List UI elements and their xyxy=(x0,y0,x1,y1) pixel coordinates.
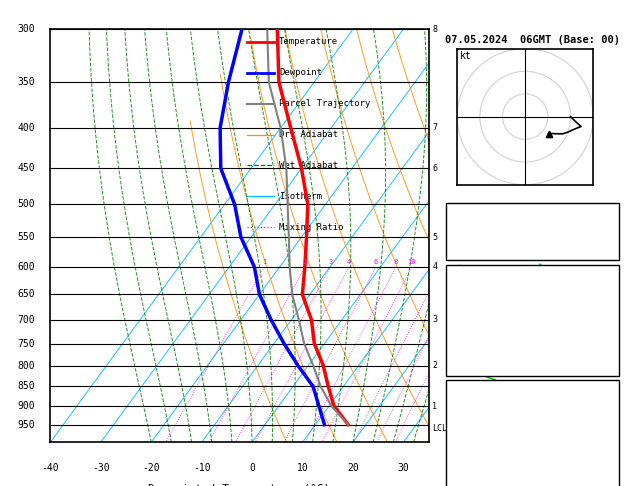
Text: Wet Adiabat: Wet Adiabat xyxy=(279,161,338,170)
Text: CIN (J): CIN (J) xyxy=(450,364,487,373)
Text: 700: 700 xyxy=(18,315,35,325)
Text: 800: 800 xyxy=(18,361,35,371)
Text: 0: 0 xyxy=(610,348,616,357)
Text: CIN (J): CIN (J) xyxy=(450,474,487,483)
Text: 46: 46 xyxy=(604,227,616,236)
Text: 500: 500 xyxy=(18,199,35,209)
Text: -10: -10 xyxy=(193,463,211,473)
Text: 750: 750 xyxy=(18,339,35,348)
Text: Dry Adiabat: Dry Adiabat xyxy=(279,130,338,139)
Text: 450: 450 xyxy=(18,163,35,174)
Text: -30: -30 xyxy=(92,463,109,473)
Text: Pressure (mb): Pressure (mb) xyxy=(450,402,520,412)
Bar xyxy=(446,381,619,486)
Text: 10: 10 xyxy=(297,463,308,473)
Text: 850: 850 xyxy=(18,382,35,392)
Text: 2: 2 xyxy=(610,246,616,255)
Text: 4: 4 xyxy=(347,259,351,265)
Text: 600: 600 xyxy=(18,262,35,272)
Text: 30: 30 xyxy=(398,463,409,473)
Text: 900: 900 xyxy=(18,401,35,411)
Text: Temp (°C): Temp (°C) xyxy=(450,284,498,293)
Text: 7: 7 xyxy=(432,123,437,132)
Text: Most Unstable: Most Unstable xyxy=(498,385,567,394)
Text: -20: -20 xyxy=(142,463,160,473)
Text: 20: 20 xyxy=(347,463,359,473)
Text: 3: 3 xyxy=(432,315,437,324)
Text: 2: 2 xyxy=(432,361,437,370)
Text: -40: -40 xyxy=(42,463,59,473)
Text: 314: 314 xyxy=(599,316,616,325)
Text: 16.5: 16.5 xyxy=(594,284,616,293)
Text: Dewpoint / Temperature (°C): Dewpoint / Temperature (°C) xyxy=(148,484,331,486)
Text: Temperature: Temperature xyxy=(279,37,338,46)
Text: 950: 950 xyxy=(18,419,35,430)
Text: Dewpoint: Dewpoint xyxy=(279,68,322,77)
Text: 6: 6 xyxy=(374,259,378,265)
Text: 07.05.2024  06GMT (Base: 00): 07.05.2024 06GMT (Base: 00) xyxy=(445,35,620,45)
Text: 1: 1 xyxy=(432,401,437,411)
Text: 314: 314 xyxy=(599,420,616,430)
Text: Dewp (°C): Dewp (°C) xyxy=(450,300,498,309)
Text: CAPE (J): CAPE (J) xyxy=(450,456,493,466)
Text: © weatheronline.co.uk: © weatheronline.co.uk xyxy=(480,431,585,440)
Text: 2: 2 xyxy=(303,259,307,265)
Text: 400: 400 xyxy=(18,123,35,133)
Text: 550: 550 xyxy=(18,232,35,242)
Text: 0: 0 xyxy=(610,364,616,373)
Text: Totals Totals: Totals Totals xyxy=(450,227,520,236)
Bar xyxy=(446,203,619,260)
Text: 6: 6 xyxy=(432,164,437,173)
Text: θe(K): θe(K) xyxy=(450,316,477,325)
Text: K: K xyxy=(450,208,455,217)
Text: Surface: Surface xyxy=(514,268,552,277)
Text: 2: 2 xyxy=(610,332,616,341)
Text: 11.8: 11.8 xyxy=(594,300,616,309)
Text: 8: 8 xyxy=(394,259,398,265)
Text: 3: 3 xyxy=(328,259,333,265)
Text: 8: 8 xyxy=(432,25,437,34)
Text: Parcel Trajectory: Parcel Trajectory xyxy=(279,99,370,108)
Text: 10: 10 xyxy=(408,259,416,265)
Text: 0: 0 xyxy=(610,456,616,466)
Text: 0: 0 xyxy=(249,463,255,473)
Text: LCL: LCL xyxy=(432,424,447,433)
Text: Lifted Index: Lifted Index xyxy=(450,438,515,448)
Text: Lifted Index: Lifted Index xyxy=(450,332,515,341)
Text: 1: 1 xyxy=(262,259,266,265)
Bar xyxy=(446,265,619,376)
Text: 4: 4 xyxy=(432,262,437,272)
Text: 998: 998 xyxy=(599,402,616,412)
Text: 300: 300 xyxy=(18,24,35,34)
Text: 650: 650 xyxy=(18,290,35,299)
Text: 22: 22 xyxy=(604,208,616,217)
Text: CAPE (J): CAPE (J) xyxy=(450,348,493,357)
Text: Mixing Ratio: Mixing Ratio xyxy=(279,223,343,232)
Text: 350: 350 xyxy=(18,77,35,87)
Text: 0: 0 xyxy=(610,474,616,483)
Text: kt: kt xyxy=(460,52,472,61)
Text: 5: 5 xyxy=(432,233,437,242)
Text: θe (K): θe (K) xyxy=(450,420,482,430)
Text: PW (cm): PW (cm) xyxy=(450,246,487,255)
Text: 2: 2 xyxy=(610,438,616,448)
Text: Isotherm: Isotherm xyxy=(279,192,322,201)
